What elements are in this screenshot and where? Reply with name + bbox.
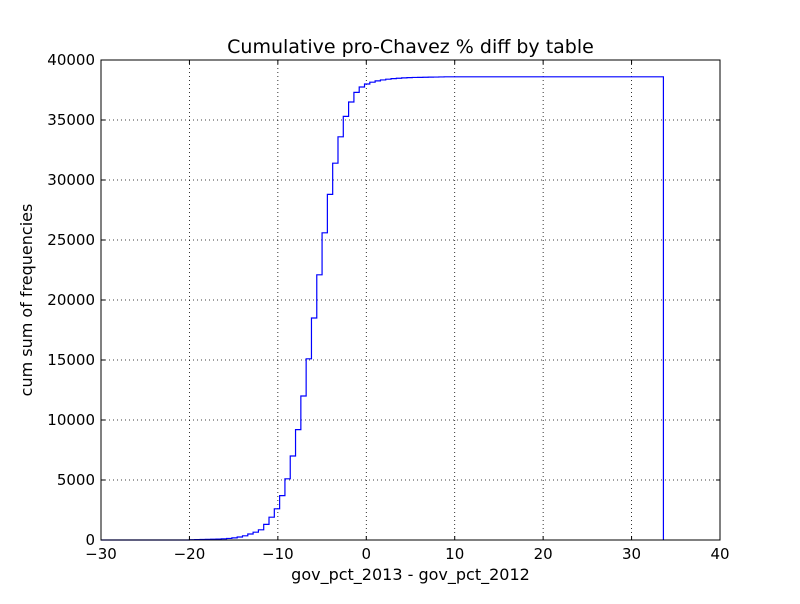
- y-tick-label: 20000: [47, 291, 95, 309]
- y-tick-labels: 0 5000 10000 15000 20000 25000 30000 35000 40000: [47, 51, 95, 549]
- y-tick-label: 5000: [57, 471, 95, 489]
- x-tick-labels: −30 −20 −10 0 10 20 30 40: [85, 545, 729, 563]
- y-tick-label: 40000: [47, 51, 95, 69]
- grid-layer: [101, 60, 720, 540]
- x-tick-label: 20: [534, 545, 553, 563]
- y-tick-label: 30000: [47, 171, 95, 189]
- y-tick-label: 25000: [47, 231, 95, 249]
- tick-layer: [100, 59, 721, 541]
- plot-area-background: [101, 60, 720, 540]
- x-axis-label: gov_pct_2013 - gov_pct_2012: [291, 565, 530, 585]
- y-tick-label: 15000: [47, 351, 95, 369]
- data-layer: [101, 76, 665, 541]
- x-tick-label: −30: [85, 545, 117, 563]
- x-tick-label: 30: [622, 545, 641, 563]
- series-step-line: [101, 76, 665, 541]
- x-tick-label: 10: [445, 545, 464, 563]
- x-tick-label: 0: [362, 545, 372, 563]
- y-tick-label: 10000: [47, 411, 95, 429]
- x-tick-label: −10: [262, 545, 294, 563]
- y-tick-label: 35000: [47, 111, 95, 129]
- x-tick-label: −20: [174, 545, 206, 563]
- y-tick-label: 0: [85, 531, 95, 549]
- y-axis-label: cum sum of frequencies: [17, 204, 36, 397]
- chart-title: Cumulative pro-Chavez % diff by table: [227, 36, 594, 58]
- x-tick-label: 40: [710, 545, 729, 563]
